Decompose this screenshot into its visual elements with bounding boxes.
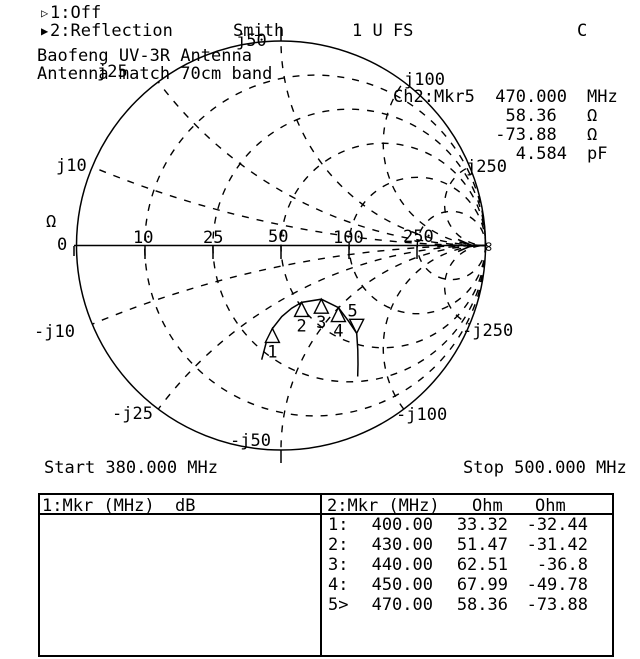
- table-cell: 430.00: [371, 535, 433, 555]
- table-row: 4: 450.00 67.99 -49.78: [322, 576, 610, 596]
- ch1-status: 1:Off: [50, 3, 102, 23]
- start-frequency: Start 380.000 MHz: [44, 458, 218, 478]
- table-cell: -32.44: [526, 515, 588, 535]
- grid-label-r0: 0: [57, 235, 68, 255]
- table-cell: 4:: [328, 575, 349, 595]
- marker-table-rows: 1: 400.00 33.32 -32.44 2: 430.00 51.47 -31.42 3:…: [322, 516, 610, 616]
- grid-label-minus-j25: -j25: [112, 404, 153, 424]
- marker-5-icon: [348, 318, 365, 335]
- table-row: 2: 430.00 51.47 -31.42: [322, 536, 610, 556]
- readout-r-int: 58: [505, 106, 526, 126]
- readout-freq-frac: .000: [526, 87, 567, 107]
- ch2-status: 2:Reflection: [50, 21, 173, 41]
- title-line2: Antenna match 70cm band: [37, 64, 273, 84]
- marker-2-icon: [293, 300, 310, 318]
- table-cell: 1:: [328, 515, 349, 535]
- readout-c-int: 4: [515, 144, 526, 164]
- marker-table-divider: [320, 495, 322, 655]
- table-cell: 5>: [328, 595, 349, 615]
- marker-4-label: 4: [333, 322, 343, 342]
- trace-and-markers: 12 3 45: [260, 297, 365, 377]
- ch2-indicator-icon: ▶: [41, 24, 49, 38]
- title-line1: Baofeng UV-3R Antenna: [37, 46, 252, 66]
- marker-3-icon: [313, 297, 330, 314]
- table-cell: 440.00: [371, 555, 433, 575]
- table-cell: 67.99: [456, 575, 508, 595]
- readout-freq-int: 470: [495, 87, 526, 107]
- grid-label-r100: 100: [333, 228, 364, 248]
- table-cell: -73.88: [526, 595, 588, 615]
- readout-x-int: -73: [495, 125, 526, 145]
- grid-label-j100: j100: [404, 70, 445, 90]
- grid-label-infinity: ∞: [480, 241, 499, 252]
- readout-freq-unit: MHz: [587, 87, 618, 107]
- table1-header-label: 1:Mkr (MHz): [42, 496, 155, 516]
- table-cell: 58.36: [456, 595, 508, 615]
- stop-frequency: Stop 500.000 MHz: [463, 458, 627, 478]
- scale-per-div: 1 U FS: [352, 21, 414, 41]
- table-cell: 450.00: [371, 575, 433, 595]
- table-row: 3: 440.00 62.51 -36.8: [322, 556, 610, 576]
- readout-r-frac: .36: [526, 106, 557, 126]
- marker-2-label: 2: [296, 316, 306, 336]
- grid-label-r25: 25: [203, 228, 224, 248]
- readout-r-unit: Ω: [587, 106, 598, 126]
- table2-header-label: 2:Mkr (MHz): [327, 496, 440, 516]
- ch1-indicator-icon: ▷: [41, 6, 49, 20]
- grid-label-j250: j250: [466, 157, 507, 177]
- table-cell: -31.42: [526, 535, 588, 555]
- grid-label-j50: j50: [236, 31, 267, 51]
- marker-5-label: 5: [348, 301, 358, 321]
- marker-4-icon: [330, 306, 347, 323]
- readout-x-unit: Ω: [587, 125, 598, 145]
- table-cell: 62.51: [456, 555, 508, 575]
- display-format: Smith: [233, 21, 285, 41]
- table-cell: 3:: [328, 555, 349, 575]
- grid-label-minus-j100: -j100: [396, 405, 448, 425]
- marker-table: 1:Mkr (MHz) dB 2:Mkr (MHz) Ohm Ohm 1: 400…: [38, 493, 614, 657]
- marker-3-label: 3: [316, 313, 326, 333]
- readout-x-frac: .88: [526, 125, 557, 145]
- grid-label-minus-j10: -j10: [34, 322, 75, 342]
- table-cell: 33.32: [456, 515, 508, 535]
- readout-channel-marker: Ch2:Mkr5: [393, 87, 475, 107]
- table-cell: -49.78: [526, 575, 588, 595]
- grid-label-minus-j250: -j250: [462, 321, 514, 341]
- marker-1-icon: [264, 326, 281, 344]
- grid-label-j25: j25: [97, 62, 128, 82]
- marker-1-label: 1: [267, 342, 277, 362]
- table-cell: 2:: [328, 535, 349, 555]
- grid-label-r250: 250: [403, 227, 434, 247]
- readout-c-unit: pF: [587, 144, 608, 164]
- grid-label-minus-j50: -j50: [230, 431, 271, 451]
- table2-header-unit1: Ohm: [472, 496, 503, 516]
- table-cell: 51.47: [456, 535, 508, 555]
- table-cell: 400.00: [371, 515, 433, 535]
- readout-c-frac: .584: [526, 144, 567, 164]
- axis-unit-label: Ω: [46, 212, 57, 232]
- grid-label-r50: 50: [268, 227, 289, 247]
- table-row: 5> 470.00 58.36 -73.88: [322, 596, 610, 616]
- cal-indicator: C: [577, 21, 588, 41]
- grid-label-j10: j10: [56, 156, 87, 176]
- table-cell: 470.00: [371, 595, 433, 615]
- marker-table-header-rule: [40, 513, 612, 515]
- table2-header-unit2: Ohm: [535, 496, 566, 516]
- table-cell: -36.8: [536, 555, 588, 575]
- table1-header-unit: dB: [175, 496, 196, 516]
- grid-label-r10: 10: [133, 228, 154, 248]
- table-row: 1: 400.00 33.32 -32.44: [322, 516, 610, 536]
